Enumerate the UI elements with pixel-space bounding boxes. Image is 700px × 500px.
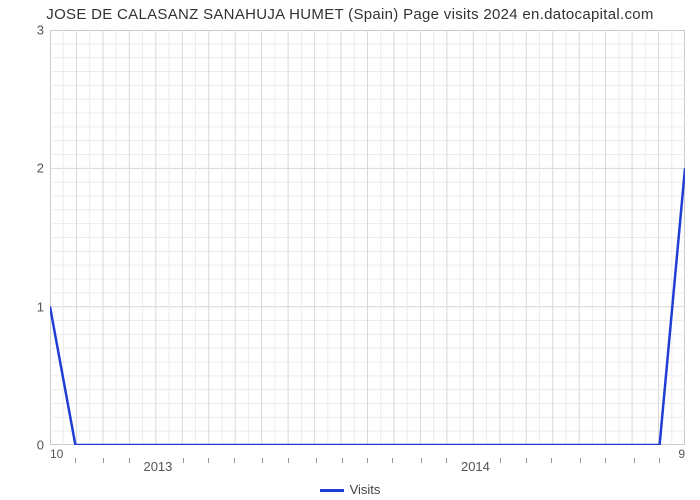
legend-label: Visits: [350, 482, 381, 497]
chart-container: JOSE DE CALASANZ SANAHUJA HUMET (Spain) …: [0, 0, 700, 500]
x-minor-tick: [634, 458, 635, 463]
x-minor-tick: [342, 458, 343, 463]
x-minor-tick: [183, 458, 184, 463]
x-minor-tick: [75, 458, 76, 463]
x-minor-tick: [234, 458, 235, 463]
x-minor-tick: [580, 458, 581, 463]
x-corner-left: 10: [50, 447, 63, 461]
x-minor-tick: [103, 458, 104, 463]
x-corner-right: 9: [678, 447, 685, 461]
x-minor-tick: [446, 458, 447, 463]
x-minor-tick: [262, 458, 263, 463]
x-minor-tick: [208, 458, 209, 463]
y-tick-label: 2: [37, 161, 44, 176]
chart-title: JOSE DE CALASANZ SANAHUJA HUMET (Spain) …: [0, 6, 700, 23]
series-line: [50, 168, 685, 445]
y-tick-label: 3: [37, 23, 44, 38]
x-minor-tick: [288, 458, 289, 463]
series-svg: [50, 30, 685, 445]
x-minor-tick: [551, 458, 552, 463]
legend: Visits: [0, 482, 700, 497]
x-tick-label: 2014: [461, 459, 490, 474]
x-minor-tick: [367, 458, 368, 463]
legend-swatch: [320, 489, 344, 492]
x-minor-tick: [392, 458, 393, 463]
x-minor-tick: [605, 458, 606, 463]
y-tick-label: 0: [37, 438, 44, 453]
x-minor-tick: [129, 458, 130, 463]
x-minor-tick: [659, 458, 660, 463]
x-tick-label: 2013: [143, 459, 172, 474]
x-minor-tick: [421, 458, 422, 463]
x-minor-tick: [316, 458, 317, 463]
x-minor-tick: [526, 458, 527, 463]
y-tick-label: 1: [37, 299, 44, 314]
plot-area: 012320132014109: [50, 30, 685, 445]
x-minor-tick: [500, 458, 501, 463]
